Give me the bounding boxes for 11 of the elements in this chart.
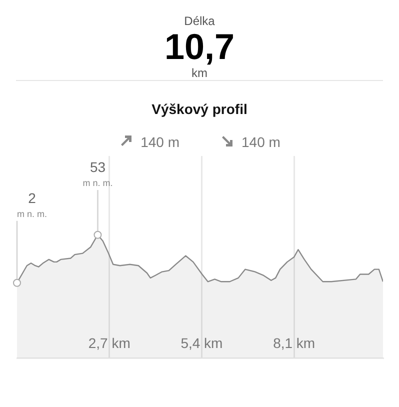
text: Délka bbox=[183, 14, 216, 28]
text: 10,7 bbox=[163, 26, 236, 67]
x-tick-label: 5,4 km bbox=[180, 335, 223, 351]
text: 140 m bbox=[140, 134, 180, 150]
text: km bbox=[190, 66, 208, 80]
text: 140 m bbox=[240, 134, 280, 150]
annotation: 53 m n. m. bbox=[82, 159, 113, 188]
annotation: 2 m n. m. bbox=[16, 190, 48, 219]
x-tick-label: 8,1 km bbox=[273, 335, 316, 351]
chart-title: Výškový profil bbox=[150, 101, 248, 117]
x-tick-label: 2,7 km bbox=[88, 335, 130, 351]
